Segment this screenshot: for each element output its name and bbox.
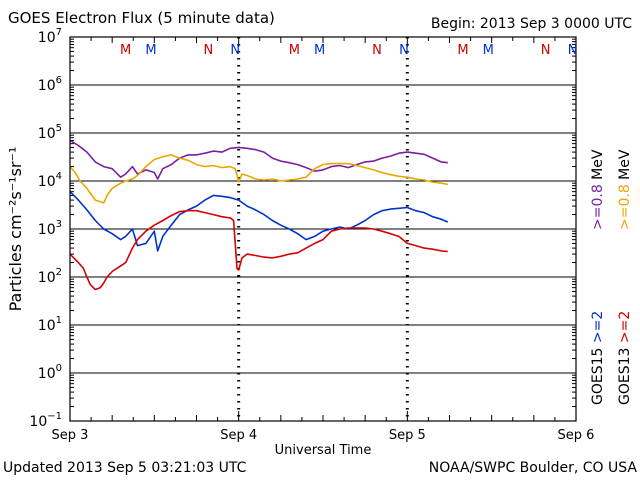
y-tick-label: 10−1 <box>29 411 62 430</box>
marker-n: N <box>541 43 551 58</box>
y-tick-label: 100 <box>38 363 62 382</box>
marker-n: N <box>203 43 213 58</box>
marker-m: M <box>145 43 156 58</box>
marker-m: M <box>120 43 131 58</box>
legend-text: >=0.8 MeV <box>617 149 633 230</box>
marker-n: N <box>230 43 240 58</box>
legend-entry: GOES13 >=2 <box>617 311 633 405</box>
y-tick-label: 102 <box>38 267 62 286</box>
x-tick-label: Sep 4 <box>220 428 257 443</box>
marker-m: M <box>483 43 494 58</box>
series-line-3 <box>69 209 448 291</box>
legend-entry: >=0.8 MeV <box>590 149 606 230</box>
y-axis-label: Particles cm⁻²s⁻¹sr⁻¹ <box>6 147 25 312</box>
series-line-2 <box>69 191 449 252</box>
marker-m: M <box>289 43 300 58</box>
legend-text: GOES13 >=2 <box>617 311 633 405</box>
y-tick-label: 101 <box>38 315 62 334</box>
plot-frame <box>69 36 577 422</box>
legend-entry: >=0.8 MeV <box>617 149 633 230</box>
begin-date: Begin: 2013 Sep 3 0000 UTC <box>430 16 632 32</box>
y-tick-label: 106 <box>38 75 62 94</box>
marker-m: M <box>314 43 325 58</box>
y-tick-label: 105 <box>38 123 62 142</box>
legend-text: >=0.8 MeV <box>590 149 606 230</box>
marker-n: N <box>568 43 578 58</box>
y-axis-minor-ticks <box>70 38 576 408</box>
y-tick-label: 103 <box>38 219 62 238</box>
x-tick-label: Sep 3 <box>52 428 89 443</box>
x-axis-label: Universal Time <box>275 443 372 458</box>
y-tick-label: 107 <box>38 27 62 46</box>
series-line-1 <box>69 154 448 204</box>
credit-text: NOAA/SWPC Boulder, CO USA <box>428 460 637 476</box>
legend-text: GOES15 >=2 <box>590 311 606 405</box>
chart-title: GOES Electron Flux (5 minute data) <box>8 9 275 27</box>
marker-n: N <box>372 43 382 58</box>
x-tick-label: Sep 6 <box>558 428 595 443</box>
updated-timestamp: Updated 2013 Sep 5 03:21:03 UTC <box>3 460 247 476</box>
series-line-0 <box>69 139 448 180</box>
x-tick-label: Sep 5 <box>389 428 426 443</box>
y-tick-label: 104 <box>38 171 62 190</box>
legend-entry: GOES15 >=2 <box>590 311 606 405</box>
marker-m: M <box>457 43 468 58</box>
marker-n: N <box>399 43 409 58</box>
